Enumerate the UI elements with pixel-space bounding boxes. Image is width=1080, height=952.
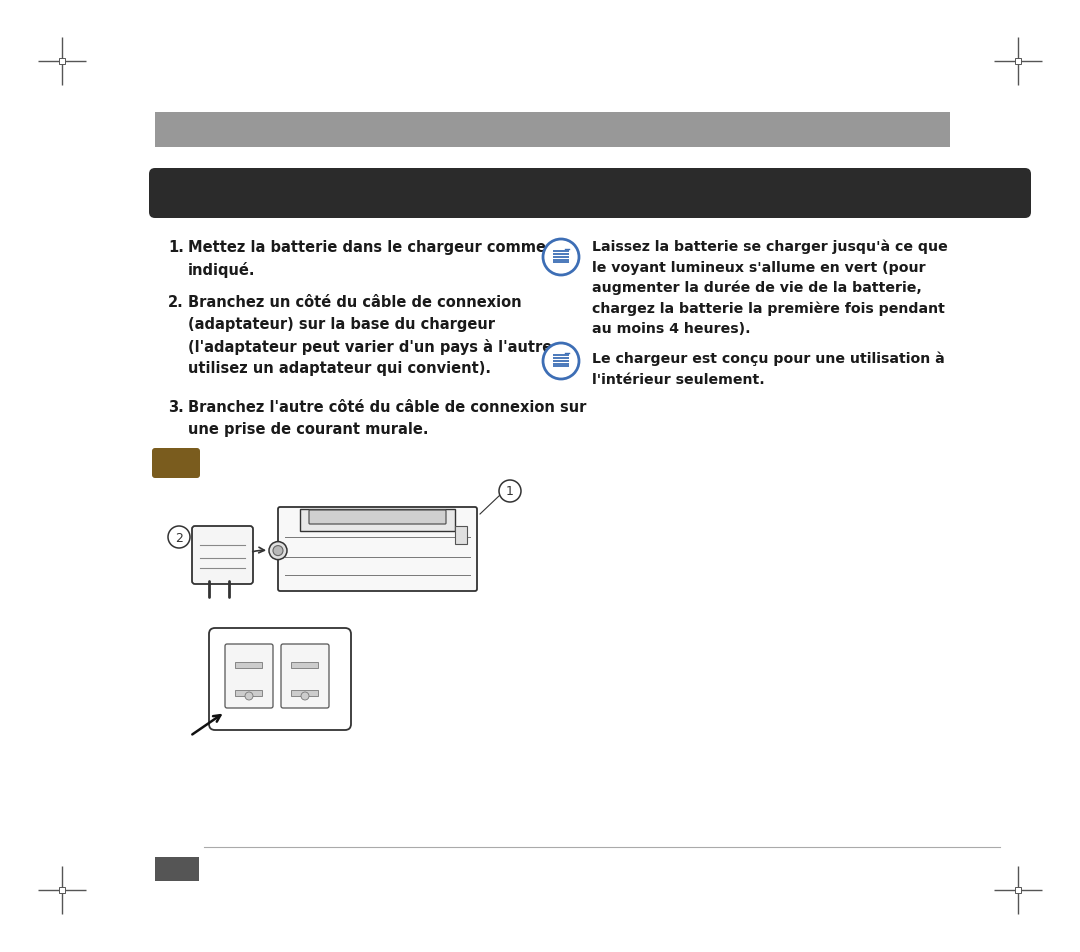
- Bar: [291, 690, 318, 696]
- Text: 1.: 1.: [168, 240, 184, 255]
- Text: Laissez la batterie se charger jusqu'à ce que
le voyant lumineux s'allume en ver: Laissez la batterie se charger jusqu'à c…: [592, 240, 948, 336]
- Text: Mettez la batterie dans le chargeur comme
indiqué.: Mettez la batterie dans le chargeur comm…: [188, 240, 546, 278]
- FancyBboxPatch shape: [192, 526, 253, 585]
- Circle shape: [543, 344, 579, 380]
- Text: 2: 2: [175, 531, 183, 544]
- Bar: [291, 663, 318, 668]
- Bar: [1015, 887, 1021, 893]
- Text: 3.: 3.: [168, 400, 184, 414]
- FancyBboxPatch shape: [225, 645, 273, 708]
- FancyBboxPatch shape: [210, 628, 351, 730]
- Circle shape: [269, 542, 287, 560]
- Bar: [300, 509, 455, 531]
- Text: 1: 1: [507, 485, 514, 498]
- Circle shape: [273, 546, 283, 556]
- FancyBboxPatch shape: [278, 507, 477, 591]
- Text: Le chargeur est conçu pour une utilisation à
l'intérieur seulement.: Le chargeur est conçu pour une utilisati…: [592, 351, 945, 387]
- Circle shape: [543, 240, 579, 276]
- Text: Chargement de la batterie: Chargement de la batterie: [178, 149, 480, 168]
- Circle shape: [168, 526, 190, 548]
- FancyBboxPatch shape: [149, 169, 1031, 219]
- Bar: [455, 526, 467, 545]
- Circle shape: [301, 692, 309, 701]
- Bar: [235, 663, 262, 668]
- FancyBboxPatch shape: [152, 448, 200, 479]
- Bar: [59, 59, 65, 65]
- Bar: [235, 690, 262, 696]
- Text: Fr: Fr: [167, 434, 185, 449]
- Text: Branchez l'autre côté du câble de connexion sur
une prise de courant murale.: Branchez l'autre côté du câble de connex…: [188, 400, 586, 436]
- Bar: [156, 857, 199, 881]
- Bar: [156, 113, 950, 148]
- Bar: [1015, 59, 1021, 65]
- FancyBboxPatch shape: [281, 645, 329, 708]
- Text: 36: 36: [166, 840, 188, 855]
- Bar: [59, 887, 65, 893]
- Text: 2.: 2.: [168, 295, 184, 309]
- Circle shape: [499, 481, 521, 503]
- FancyBboxPatch shape: [309, 510, 446, 525]
- Text: Branchez un côté du câble de connexion
(adaptateur) sur la base du chargeur
(l'a: Branchez un côté du câble de connexion (…: [188, 295, 558, 376]
- Circle shape: [245, 692, 253, 701]
